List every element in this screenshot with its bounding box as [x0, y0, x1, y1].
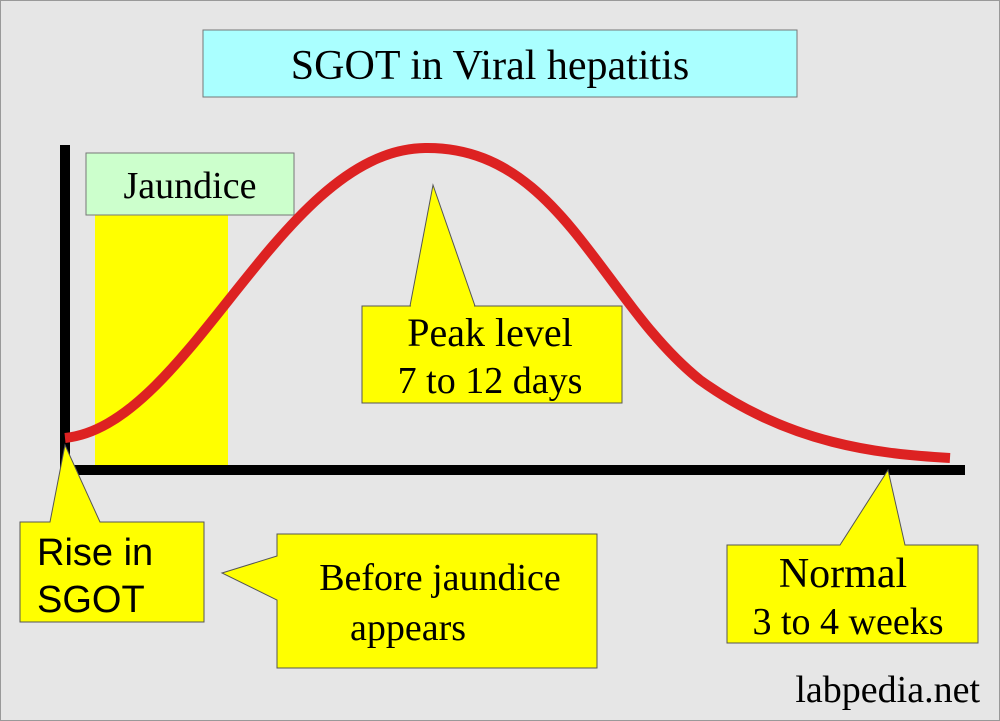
sgot-curve — [64, 142, 951, 463]
title-box — [202, 29, 798, 98]
title: SGOT in Viral hepatitis — [291, 43, 689, 89]
callout-before — [220, 533, 598, 669]
callout-text: 7 to 12 days — [398, 360, 583, 402]
callout-text: Normal — [779, 551, 907, 597]
watermark: labpedia.net — [795, 669, 980, 711]
callout-normal — [726, 468, 979, 644]
callout-text: SGOT — [37, 579, 145, 621]
callout-text: Rise in — [37, 532, 153, 574]
phase-label-box — [85, 152, 295, 216]
callout-rise — [19, 443, 205, 623]
callout-text: Peak level — [407, 310, 573, 355]
callout-text: appears — [350, 607, 466, 649]
callout-text: 3 to 4 weeks — [752, 601, 943, 643]
phase-label: Jaundice — [124, 165, 257, 207]
callout-text: Before jaundice — [319, 557, 561, 599]
callout-peak — [361, 183, 623, 404]
